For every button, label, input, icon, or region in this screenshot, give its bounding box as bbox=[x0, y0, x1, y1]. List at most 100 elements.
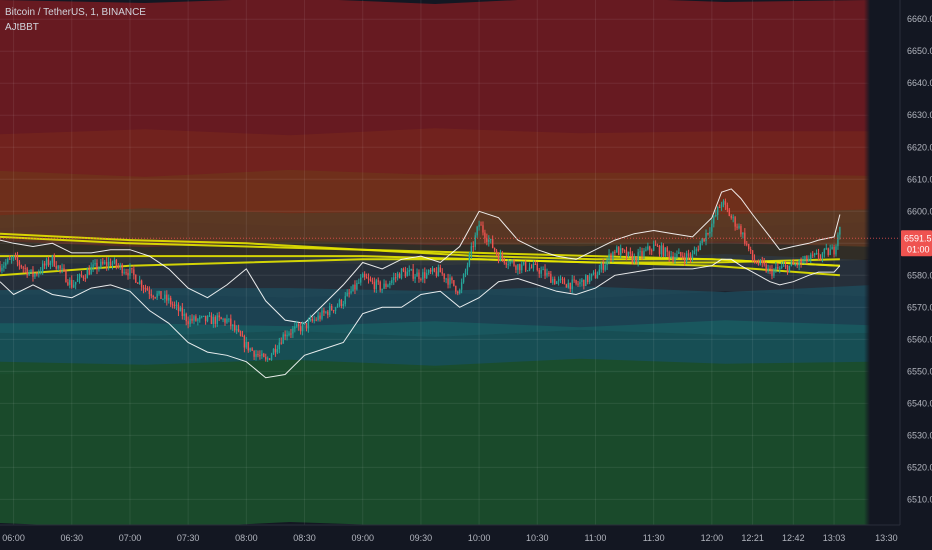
candle-body bbox=[625, 250, 628, 257]
candle bbox=[722, 199, 725, 208]
candle bbox=[166, 290, 168, 306]
indicator-name[interactable]: AJtBBT bbox=[5, 22, 39, 33]
candle bbox=[540, 266, 542, 278]
candle bbox=[693, 246, 696, 255]
price-tick-label: 6580.00 bbox=[907, 270, 932, 280]
candle-body bbox=[685, 253, 688, 262]
candle bbox=[169, 295, 172, 307]
candle bbox=[763, 257, 765, 267]
candle-body bbox=[627, 251, 630, 257]
candle bbox=[105, 257, 108, 271]
upper-band-line bbox=[0, 188, 841, 324]
candle bbox=[746, 240, 748, 247]
candle bbox=[251, 347, 253, 352]
candle bbox=[80, 270, 83, 278]
candle-body bbox=[790, 262, 793, 266]
candle bbox=[241, 330, 244, 337]
candle-body bbox=[307, 320, 310, 329]
candle-body bbox=[20, 265, 23, 268]
candle-body bbox=[154, 297, 156, 299]
candle bbox=[61, 263, 63, 274]
chart-legend: Bitcoin / TetherUS, 1, BINANCE AJtBBT bbox=[5, 5, 146, 35]
candle-body bbox=[833, 246, 835, 255]
candle bbox=[530, 264, 533, 269]
candle-body bbox=[439, 267, 442, 273]
candle-body bbox=[338, 299, 341, 306]
time-tick-label: 08:00 bbox=[235, 533, 258, 543]
candle bbox=[202, 315, 205, 317]
candle bbox=[614, 249, 616, 256]
candle bbox=[594, 269, 597, 279]
candle bbox=[222, 317, 224, 323]
candle bbox=[788, 265, 791, 273]
candle-body bbox=[171, 304, 174, 306]
candle-body bbox=[32, 269, 34, 277]
candle bbox=[497, 252, 500, 264]
candle-body bbox=[216, 315, 218, 324]
candle bbox=[757, 259, 760, 266]
candle-body bbox=[604, 265, 606, 270]
candle bbox=[610, 252, 612, 262]
candle bbox=[827, 247, 829, 257]
candle bbox=[216, 312, 218, 327]
candle-body bbox=[365, 277, 368, 279]
candle-body bbox=[259, 355, 261, 357]
candle bbox=[144, 284, 147, 293]
candle-body bbox=[722, 201, 725, 205]
time-tick-label: 10:30 bbox=[526, 533, 549, 543]
candle bbox=[183, 308, 185, 321]
candle-body bbox=[290, 333, 292, 335]
candle bbox=[358, 278, 360, 284]
candle bbox=[526, 270, 529, 272]
candle-body bbox=[643, 250, 645, 256]
time-axis-bg bbox=[0, 525, 900, 550]
candle bbox=[738, 223, 740, 230]
candle bbox=[753, 254, 756, 264]
candle bbox=[701, 238, 703, 246]
candle-body bbox=[730, 216, 732, 218]
candle-body bbox=[524, 262, 527, 271]
candle-body bbox=[94, 262, 96, 265]
candle bbox=[76, 273, 79, 282]
candle bbox=[641, 247, 643, 260]
candle-body bbox=[581, 279, 583, 283]
candle bbox=[470, 242, 473, 259]
candle-body bbox=[309, 318, 312, 321]
candle-body bbox=[662, 245, 665, 257]
candle bbox=[528, 262, 531, 272]
candle-body bbox=[449, 277, 451, 285]
candle-body bbox=[150, 294, 152, 296]
candle-body bbox=[796, 264, 798, 266]
candle-body bbox=[573, 279, 575, 281]
candle-body bbox=[294, 326, 296, 329]
candle bbox=[517, 263, 519, 275]
candle bbox=[422, 268, 424, 283]
candle-body bbox=[575, 280, 577, 284]
candle bbox=[765, 261, 767, 273]
candle-body bbox=[272, 348, 275, 355]
candle-body bbox=[301, 323, 304, 332]
candle bbox=[373, 277, 376, 293]
candle-body bbox=[548, 272, 550, 274]
candle-body bbox=[1, 267, 3, 271]
candle bbox=[608, 249, 610, 265]
candle bbox=[408, 265, 410, 276]
candle bbox=[133, 265, 135, 280]
candle bbox=[695, 247, 698, 256]
candle-body bbox=[82, 276, 85, 279]
candle-body bbox=[561, 278, 564, 280]
candle-body bbox=[749, 249, 752, 251]
symbol-title[interactable]: Bitcoin / TetherUS, 1, BINANCE bbox=[5, 7, 146, 18]
candle-body bbox=[127, 272, 129, 276]
price-tick-label: 6630.00 bbox=[907, 110, 932, 120]
candle bbox=[515, 264, 517, 273]
candle-body bbox=[253, 350, 255, 357]
candle bbox=[676, 250, 678, 260]
candle-body bbox=[129, 267, 131, 276]
candle-body bbox=[835, 246, 837, 255]
candle bbox=[121, 263, 123, 276]
candle bbox=[109, 258, 112, 267]
candle bbox=[96, 259, 98, 275]
